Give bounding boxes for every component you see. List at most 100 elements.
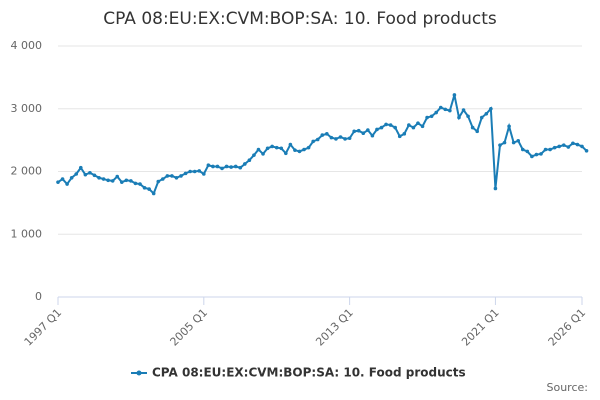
data-point xyxy=(434,110,438,115)
data-point xyxy=(183,171,188,176)
data-point xyxy=(83,172,88,177)
data-point xyxy=(379,125,384,130)
data-point xyxy=(256,147,261,152)
data-point xyxy=(288,142,293,147)
data-point xyxy=(516,138,521,143)
data-point xyxy=(110,179,115,183)
legend-marker xyxy=(136,370,142,376)
data-point xyxy=(416,121,420,125)
legend-label: CPA 08:EU:EX:CVM:BOP:SA: 10. Food produc… xyxy=(152,366,466,380)
data-point xyxy=(252,153,256,157)
y-tick-label: 2 000 xyxy=(11,165,43,178)
data-point xyxy=(238,165,243,170)
data-point xyxy=(388,123,393,127)
data-point xyxy=(119,180,124,184)
data-point xyxy=(170,174,174,178)
data-point xyxy=(438,105,443,110)
data-point xyxy=(584,148,589,153)
data-point xyxy=(197,169,202,173)
data-point xyxy=(334,137,338,141)
data-point xyxy=(420,124,425,129)
data-point xyxy=(493,186,498,191)
data-point xyxy=(142,186,147,190)
data-point xyxy=(470,125,475,130)
data-point xyxy=(279,146,284,151)
data-point xyxy=(511,140,516,145)
data-point xyxy=(211,164,215,169)
data-point xyxy=(448,108,452,113)
data-point xyxy=(188,169,192,174)
x-tick-label: 2026 Q1 xyxy=(546,306,589,349)
data-point xyxy=(561,143,566,147)
y-tick-label: 1 000 xyxy=(11,227,43,240)
data-point xyxy=(311,139,315,144)
data-point xyxy=(534,152,539,157)
x-tick-label: 2013 Q1 xyxy=(313,306,356,349)
x-tick-label: 1997 Q1 xyxy=(22,306,65,349)
data-point xyxy=(69,175,74,180)
data-point xyxy=(575,142,580,147)
data-point xyxy=(402,132,407,136)
data-point xyxy=(156,179,161,184)
data-point xyxy=(233,164,238,169)
data-point xyxy=(297,149,302,154)
data-point xyxy=(243,162,247,166)
data-point xyxy=(370,133,375,138)
data-point xyxy=(202,172,206,176)
data-point xyxy=(566,145,571,149)
data-point xyxy=(265,146,270,151)
data-point xyxy=(270,144,274,149)
data-point xyxy=(65,182,69,186)
data-point xyxy=(179,174,183,178)
x-tick-label: 2021 Q1 xyxy=(459,306,502,349)
data-point xyxy=(571,141,575,146)
data-point xyxy=(338,135,343,139)
data-line xyxy=(57,94,588,196)
data-point xyxy=(320,133,325,137)
data-point xyxy=(384,122,388,127)
data-point xyxy=(507,124,511,129)
data-point xyxy=(138,182,142,186)
data-point xyxy=(74,172,79,176)
data-point xyxy=(106,178,110,183)
data-point xyxy=(425,115,429,120)
data-point xyxy=(261,152,265,156)
data-point xyxy=(302,147,306,152)
data-point xyxy=(92,173,97,178)
data-point xyxy=(356,128,361,133)
source: Source: xyxy=(547,381,589,394)
data-point xyxy=(315,137,320,142)
data-point xyxy=(293,148,297,152)
data-point xyxy=(361,131,366,136)
data-point xyxy=(552,145,557,150)
y-tick-label: 4 000 xyxy=(11,39,43,52)
data-point xyxy=(78,165,83,170)
data-point xyxy=(60,177,65,181)
data-point xyxy=(557,144,562,149)
data-point xyxy=(375,127,379,132)
data-point xyxy=(247,158,252,163)
data-point xyxy=(520,147,525,152)
data-point xyxy=(429,114,434,119)
data-point xyxy=(525,149,530,154)
y-tick-label: 0 xyxy=(35,290,42,303)
data-point xyxy=(215,164,220,169)
data-point xyxy=(147,187,151,191)
data-point xyxy=(161,177,165,181)
data-point xyxy=(101,177,106,181)
data-point xyxy=(220,166,224,171)
data-point xyxy=(56,180,60,184)
data-point xyxy=(352,129,356,134)
data-point xyxy=(274,145,279,150)
data-point xyxy=(452,93,457,97)
data-point xyxy=(129,179,133,183)
y-tick-label: 3 000 xyxy=(11,102,43,115)
data-point xyxy=(393,125,397,130)
chart-title: CPA 08:EU:EX:CVM:BOP:SA: 10. Food produc… xyxy=(103,9,497,29)
data-point xyxy=(466,114,470,119)
data-point xyxy=(489,106,493,111)
data-point xyxy=(484,111,489,116)
data-point xyxy=(479,115,484,120)
data-point xyxy=(133,181,138,186)
data-point xyxy=(165,174,170,178)
